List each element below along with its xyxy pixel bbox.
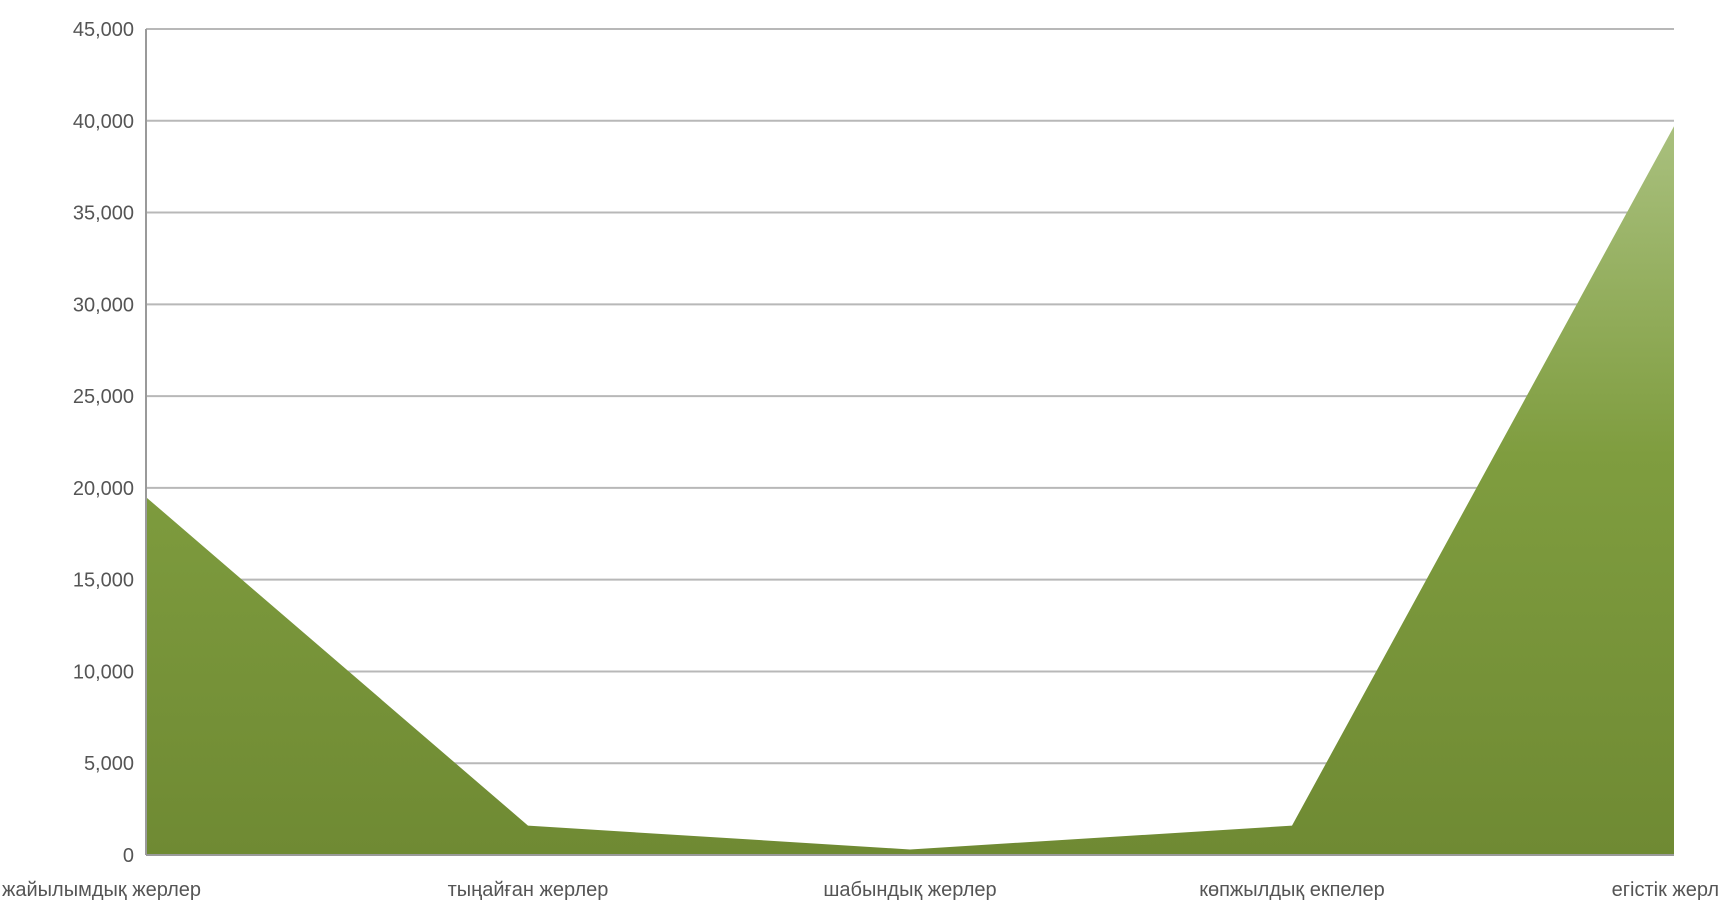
label-layer: 0 5,000 10,000 15,000 20,000 25,000 30,000 35,0… bbox=[2, 19, 1719, 901]
y-tick-label: 25,000 bbox=[73, 386, 134, 408]
y-tick-label: 0 bbox=[123, 845, 134, 867]
area-layer bbox=[146, 126, 1674, 856]
x-category-label: көпжылдық екпелер bbox=[1199, 879, 1385, 901]
y-tick-label: 10,000 bbox=[73, 661, 134, 683]
y-tick-label: 5,000 bbox=[84, 753, 134, 775]
x-category-label: шабындық жерлер bbox=[823, 879, 996, 901]
y-tick-label: 20,000 bbox=[73, 478, 134, 500]
x-category-label: егістік жерл bbox=[1612, 879, 1719, 901]
grid-layer bbox=[146, 28, 1674, 765]
y-tick-label: 35,000 bbox=[73, 203, 134, 225]
x-category-label: жайылымдық жерлер bbox=[2, 879, 201, 901]
axis-layer bbox=[145, 29, 1674, 856]
y-tick-label: 15,000 bbox=[73, 570, 134, 592]
area-series bbox=[146, 126, 1674, 856]
y-tick-label: 45,000 bbox=[73, 19, 134, 41]
y-tick-label: 30,000 bbox=[73, 294, 134, 316]
y-tick-label: 40,000 bbox=[73, 111, 134, 133]
x-category-label: тыңайған жерлер bbox=[448, 879, 609, 901]
